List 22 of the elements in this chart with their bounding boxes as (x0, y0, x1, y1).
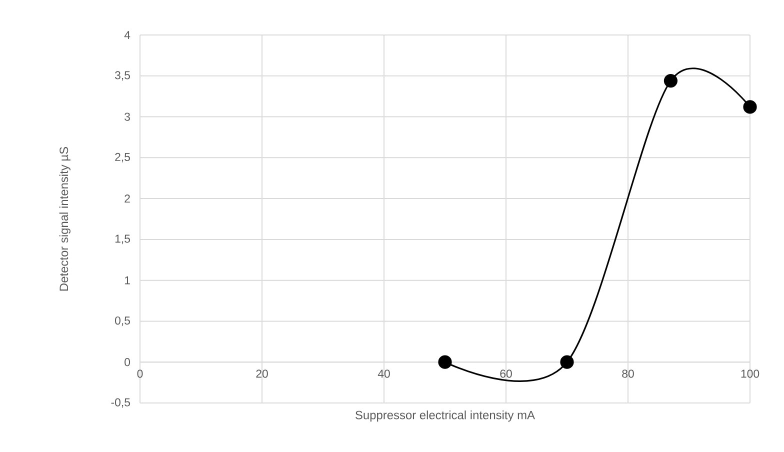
x-tick-label: 60 (500, 370, 512, 378)
y-axis-title: Detector signal intensity µS (59, 147, 70, 291)
point (664, 74, 678, 88)
x-axis-title: Suppressor electrical intensity mA (356, 410, 535, 422)
y-tick-label: 0 (124, 358, 130, 366)
point (560, 355, 574, 369)
x-tick-label: 100 (741, 370, 760, 378)
y-tick-label: 1,5 (115, 234, 130, 244)
x-tick-label: 40 (378, 370, 390, 378)
y-tick-label: 2,5 (115, 152, 130, 162)
point (743, 100, 757, 114)
x-tick-label: 0 (137, 370, 143, 378)
y-tick-label: 3,5 (114, 71, 130, 81)
y-tick-label: 0,5 (115, 316, 130, 326)
y-tick-label: 2 (124, 194, 130, 203)
y-tick-label: 4 (124, 31, 130, 39)
y-tick-label: 3 (124, 112, 130, 121)
point (438, 355, 452, 369)
x-tick-label: 80 (622, 370, 634, 378)
y-tick-label: 1 (124, 276, 130, 284)
y-tick-label: -0,5 (111, 398, 130, 408)
x-tick-label: 20 (256, 370, 268, 378)
